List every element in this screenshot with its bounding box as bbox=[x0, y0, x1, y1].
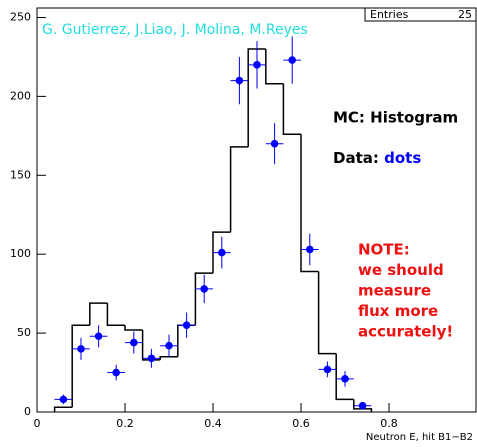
y-tick-label: 200 bbox=[10, 89, 31, 102]
stats-label: Entries bbox=[370, 8, 409, 21]
data-point bbox=[112, 368, 120, 377]
histogram-bin bbox=[89, 302, 108, 326]
data-point bbox=[130, 338, 138, 347]
data-point bbox=[165, 341, 173, 350]
x-tick-label: 0 bbox=[34, 417, 41, 430]
data-point bbox=[341, 375, 349, 383]
stats-box bbox=[364, 7, 477, 22]
data-label-text: Data: bbox=[333, 149, 379, 167]
x-tick-label: 0.8 bbox=[380, 417, 398, 430]
note-line: accurately! bbox=[358, 323, 453, 341]
histogram-bin bbox=[212, 231, 231, 274]
data-word: dots bbox=[384, 149, 421, 167]
data-point bbox=[218, 248, 226, 257]
histogram-bin bbox=[282, 83, 301, 135]
data-point bbox=[77, 345, 85, 353]
histogram-bin bbox=[300, 134, 319, 273]
histogram-bin bbox=[53, 406, 73, 412]
y-tick-label: 250 bbox=[10, 10, 31, 23]
note-line: NOTE: bbox=[358, 241, 410, 259]
data-point bbox=[94, 332, 103, 341]
histogram-bin bbox=[317, 271, 337, 355]
histogram-bin bbox=[247, 48, 266, 147]
y-tick-label: 0 bbox=[24, 405, 31, 418]
x-tick-label: 0.4 bbox=[204, 417, 222, 430]
histogram-bin bbox=[194, 272, 213, 326]
note-line: we should bbox=[358, 261, 444, 279]
histogram-bin bbox=[229, 146, 249, 233]
data-point bbox=[270, 139, 279, 148]
y-tick-label: 100 bbox=[10, 247, 31, 260]
histogram-bin bbox=[106, 303, 125, 326]
data-point bbox=[323, 365, 332, 374]
data-point bbox=[200, 285, 208, 293]
authors: G. Gutierrez, J.Liao, J. Molina, M.Reyes bbox=[42, 22, 308, 38]
data-point bbox=[253, 61, 261, 69]
histogram-bin bbox=[71, 324, 90, 408]
histogram-bin bbox=[124, 325, 143, 331]
x-tick-label: 0.6 bbox=[292, 417, 310, 430]
y-tick-label: 50 bbox=[17, 326, 31, 339]
note-line: flux more bbox=[358, 302, 438, 320]
histogram-bin bbox=[265, 49, 284, 85]
data-point bbox=[182, 321, 191, 330]
note-line: measure bbox=[358, 282, 431, 300]
data-point bbox=[235, 76, 244, 85]
plot-frame bbox=[36, 7, 477, 413]
data-point bbox=[59, 395, 68, 404]
data-point bbox=[306, 245, 314, 254]
histogram-bin bbox=[159, 356, 178, 360]
x-tick-label: 0.2 bbox=[116, 417, 134, 430]
x-axis-label: Neutron E, hit B1−B2 bbox=[366, 432, 473, 443]
stats-value: 25 bbox=[458, 8, 472, 21]
data-point bbox=[147, 354, 156, 363]
mc-label: MC: Histogram bbox=[333, 109, 458, 127]
data-point bbox=[358, 401, 367, 410]
data-point bbox=[288, 56, 297, 64]
y-tick-label: 150 bbox=[10, 168, 31, 181]
data-label: Data: dots bbox=[333, 149, 421, 167]
histogram-bin bbox=[335, 353, 354, 401]
